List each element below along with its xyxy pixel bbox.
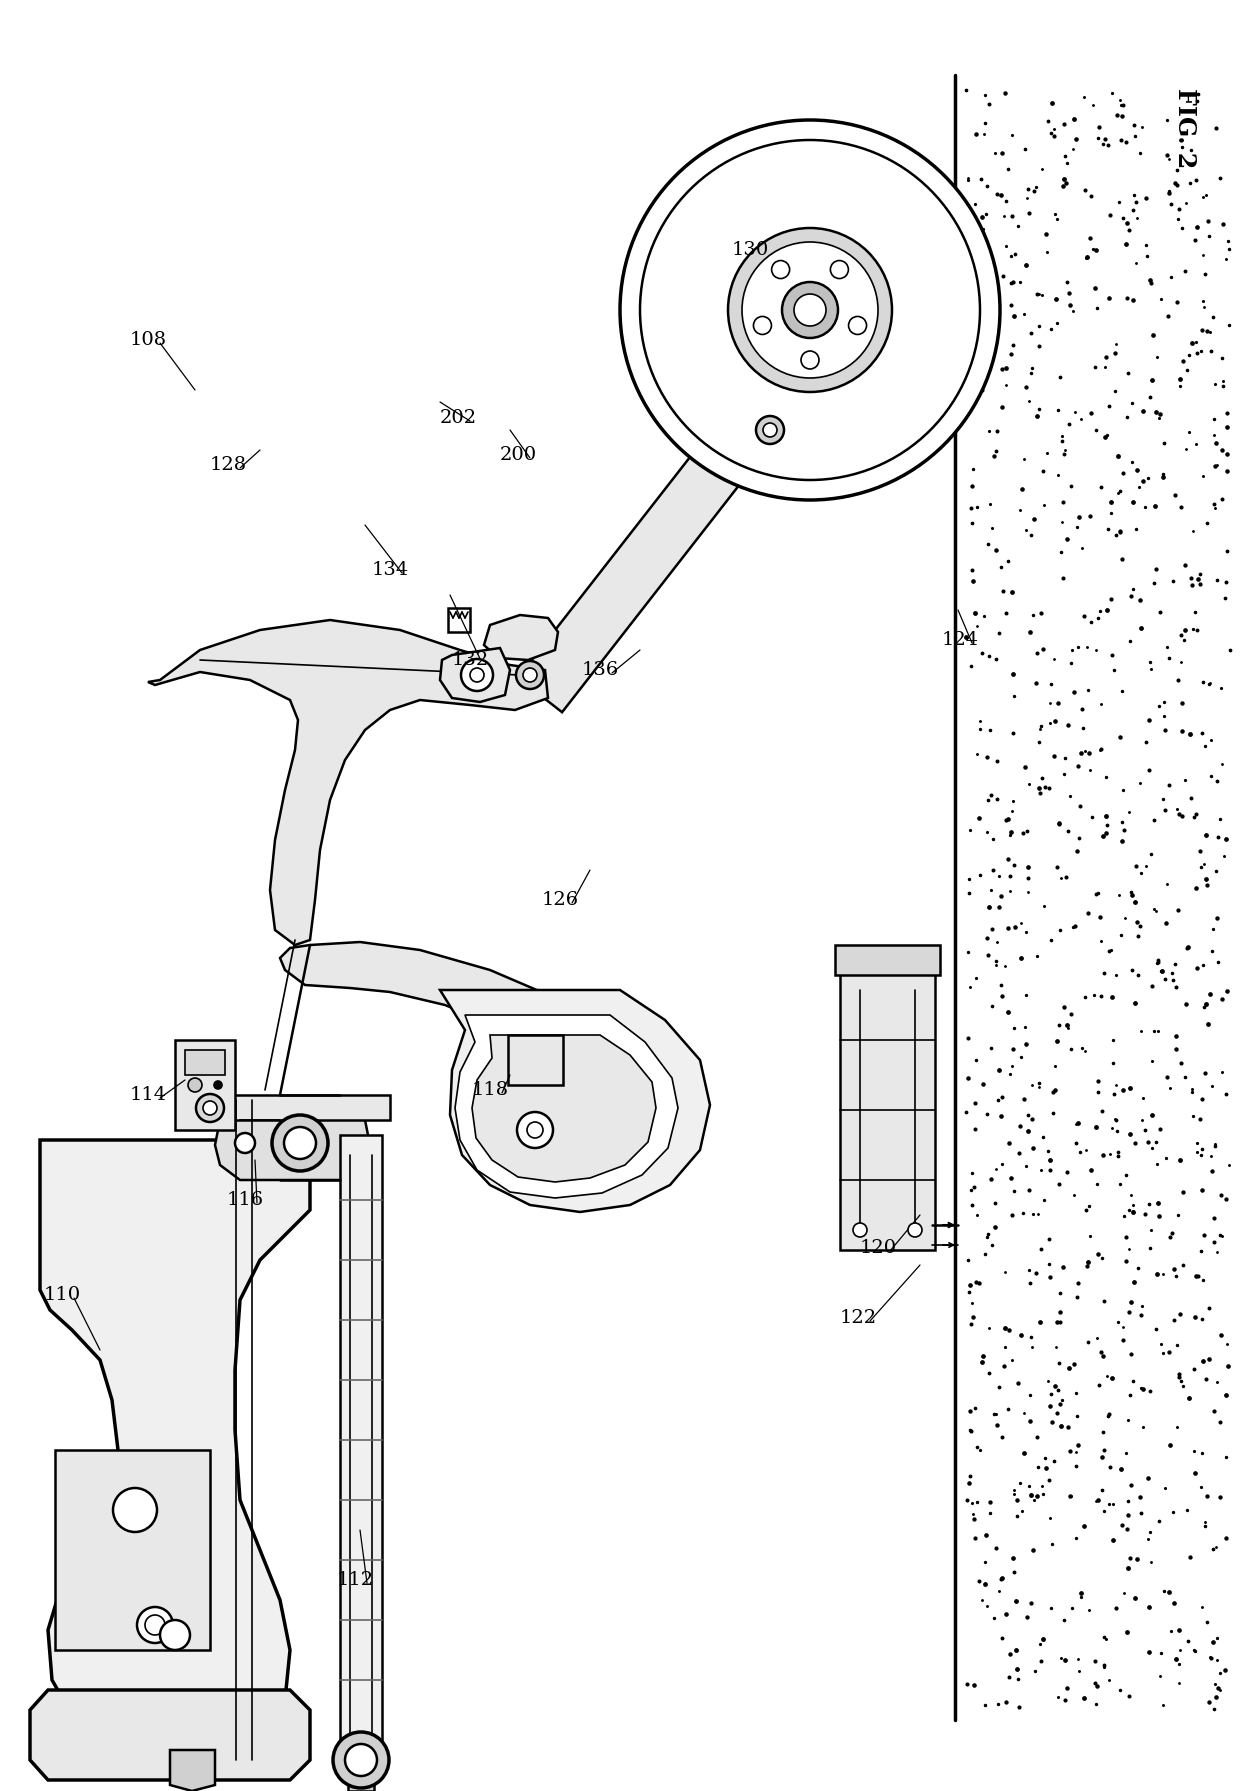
Circle shape [742, 242, 878, 378]
Polygon shape [455, 1015, 678, 1198]
Polygon shape [280, 942, 701, 1189]
Bar [508, 1035, 563, 1085]
Text: 116: 116 [227, 1191, 264, 1209]
Circle shape [470, 668, 484, 682]
Circle shape [516, 661, 544, 690]
Text: 132: 132 [451, 650, 489, 670]
Circle shape [272, 1116, 329, 1171]
Text: 120: 120 [859, 1239, 897, 1257]
Polygon shape [40, 1141, 310, 1755]
Circle shape [527, 1121, 543, 1137]
Circle shape [136, 1607, 174, 1642]
Polygon shape [440, 990, 711, 1213]
Polygon shape [348, 1775, 374, 1791]
Text: 130: 130 [732, 242, 769, 260]
Circle shape [801, 351, 818, 369]
Circle shape [831, 260, 848, 279]
Circle shape [145, 1615, 165, 1635]
Circle shape [620, 120, 999, 500]
Circle shape [771, 260, 790, 279]
Text: FIG. 2: FIG. 2 [1173, 88, 1197, 168]
Circle shape [215, 1082, 222, 1089]
Bar [185, 1050, 224, 1075]
Circle shape [754, 317, 771, 335]
Text: 124: 124 [941, 630, 978, 648]
Circle shape [523, 668, 537, 682]
Circle shape [236, 1134, 255, 1153]
Bar [175, 1041, 236, 1130]
Circle shape [763, 423, 777, 437]
Text: 126: 126 [542, 890, 579, 910]
Bar [448, 607, 470, 632]
Text: 134: 134 [371, 561, 409, 578]
Circle shape [196, 1094, 224, 1121]
Bar [835, 946, 940, 974]
Polygon shape [518, 383, 792, 713]
Circle shape [284, 1127, 316, 1159]
Polygon shape [735, 410, 805, 455]
Circle shape [113, 1488, 157, 1531]
Circle shape [908, 1223, 923, 1238]
Circle shape [461, 659, 494, 691]
Text: 112: 112 [336, 1571, 373, 1589]
Polygon shape [215, 1100, 370, 1180]
Circle shape [853, 1223, 867, 1238]
Bar [839, 971, 935, 1250]
Circle shape [203, 1101, 217, 1116]
Circle shape [188, 1078, 202, 1093]
Circle shape [848, 317, 867, 335]
Polygon shape [148, 620, 548, 946]
Circle shape [782, 281, 838, 338]
Text: 110: 110 [43, 1286, 81, 1304]
Text: 114: 114 [129, 1085, 166, 1103]
Polygon shape [30, 1691, 310, 1780]
Text: 108: 108 [129, 331, 166, 349]
Circle shape [334, 1732, 389, 1787]
Text: 118: 118 [471, 1082, 508, 1100]
Text: 122: 122 [839, 1309, 877, 1327]
Text: 200: 200 [500, 446, 537, 464]
Text: 136: 136 [582, 661, 619, 679]
Text: 202: 202 [439, 408, 476, 426]
Circle shape [756, 416, 784, 444]
Circle shape [517, 1112, 553, 1148]
Circle shape [794, 294, 826, 326]
Circle shape [160, 1621, 190, 1650]
Polygon shape [170, 1750, 215, 1791]
Bar [340, 1135, 382, 1764]
Polygon shape [484, 614, 558, 661]
Polygon shape [440, 648, 510, 702]
Text: 128: 128 [210, 457, 247, 475]
Polygon shape [472, 1035, 656, 1182]
Circle shape [345, 1744, 377, 1777]
Bar [55, 1451, 210, 1650]
Bar [195, 1094, 391, 1119]
Circle shape [640, 140, 980, 480]
Circle shape [728, 227, 892, 392]
